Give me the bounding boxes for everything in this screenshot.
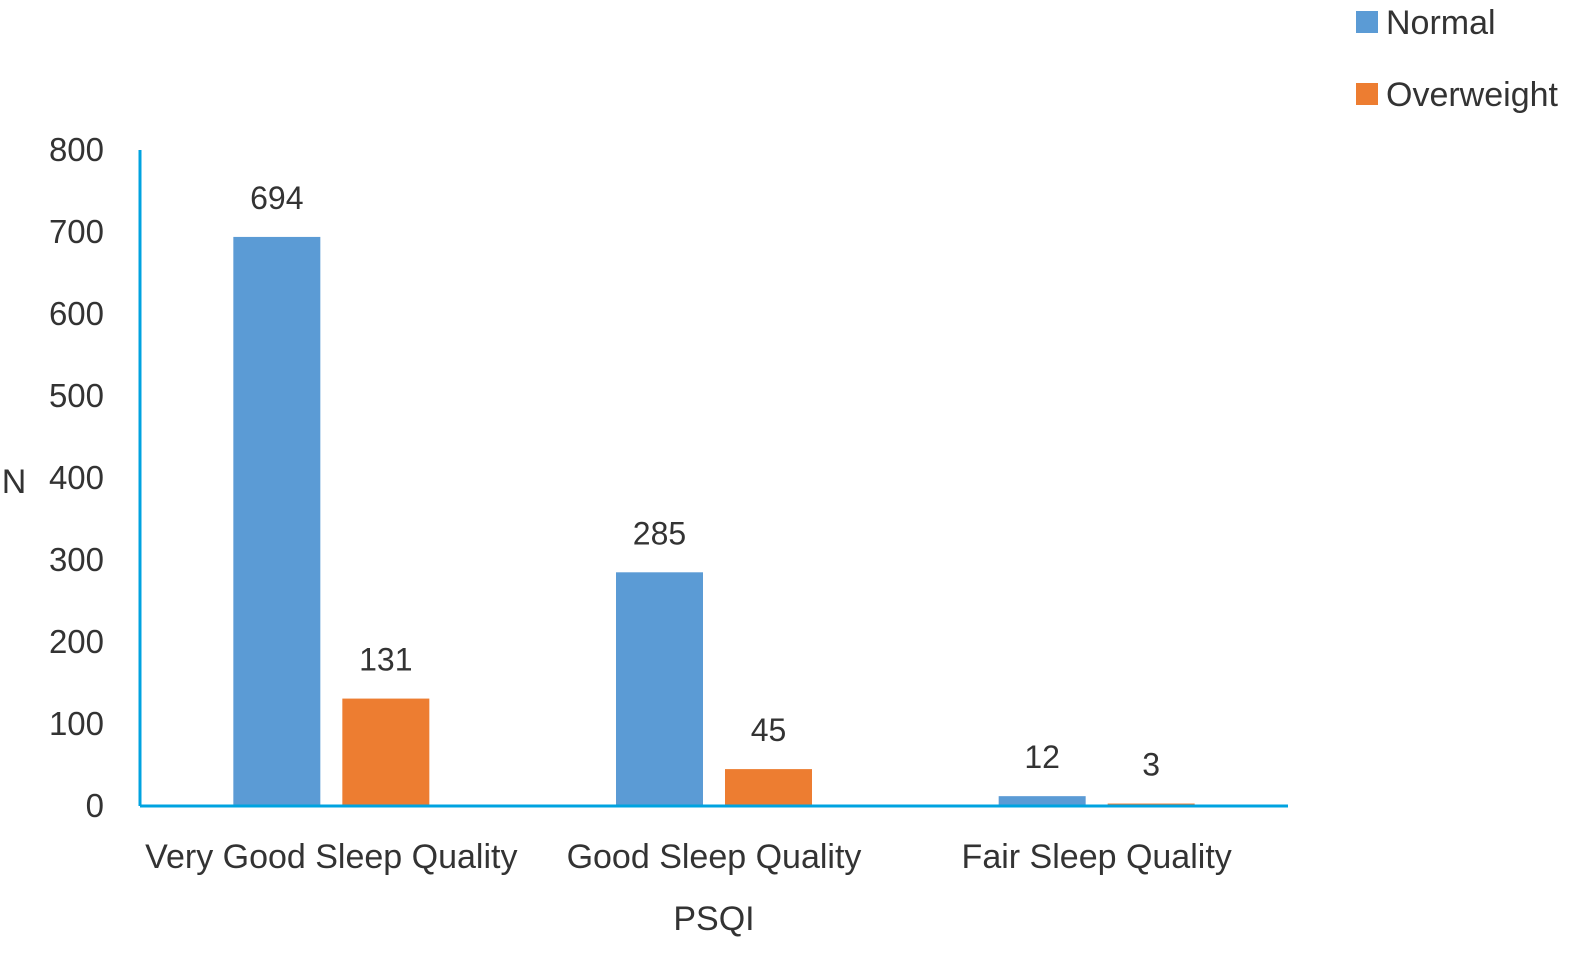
x-axis-category-labels: Very Good Sleep Quality Good Sleep Qualit…	[145, 838, 1232, 876]
y-tick-label: 400	[49, 459, 104, 496]
bar-normal-3	[998, 796, 1086, 806]
bar-overweight-2	[725, 769, 812, 806]
x-category-label: Very Good Sleep Quality	[145, 838, 517, 876]
x-axis-title: PSQI	[673, 900, 754, 938]
data-label-overweight-1: 131	[359, 642, 412, 678]
legend-swatch-normal	[1356, 11, 1378, 33]
y-tick-label: 700	[49, 213, 104, 250]
data-label-normal-3: 12	[1024, 739, 1060, 775]
bar-normal-1	[233, 236, 321, 807]
y-tick-label: 500	[49, 377, 104, 414]
y-tick-label: 600	[49, 295, 104, 332]
data-label-overweight-3: 3	[1142, 747, 1160, 783]
y-axis-ticks: 0 100 200 300 400 500 600 700 800	[49, 131, 104, 824]
y-tick-label: 300	[49, 541, 104, 578]
data-labels: 694 131 285 45 12 3	[250, 180, 1160, 783]
y-tick-label: 800	[49, 131, 104, 168]
data-label-overweight-2: 45	[751, 712, 787, 748]
bar-normal-2	[616, 572, 703, 806]
legend-label-overweight: Overweight	[1386, 76, 1559, 114]
y-tick-label: 200	[49, 623, 104, 660]
legend-swatch-overweight	[1356, 83, 1378, 105]
x-category-label: Good Sleep Quality	[567, 838, 862, 876]
data-label-normal-2: 285	[633, 515, 686, 551]
data-label-normal-1: 694	[250, 180, 303, 216]
bars	[233, 236, 1195, 807]
legend-label-normal: Normal	[1386, 4, 1496, 42]
x-category-label: Fair Sleep Quality	[962, 838, 1232, 876]
y-tick-label: 0	[86, 787, 104, 824]
legend: Normal Overweight	[1356, 4, 1559, 114]
y-tick-label: 100	[49, 705, 104, 742]
y-axis-title: N	[2, 463, 27, 501]
bar-overweight-1	[342, 698, 430, 806]
